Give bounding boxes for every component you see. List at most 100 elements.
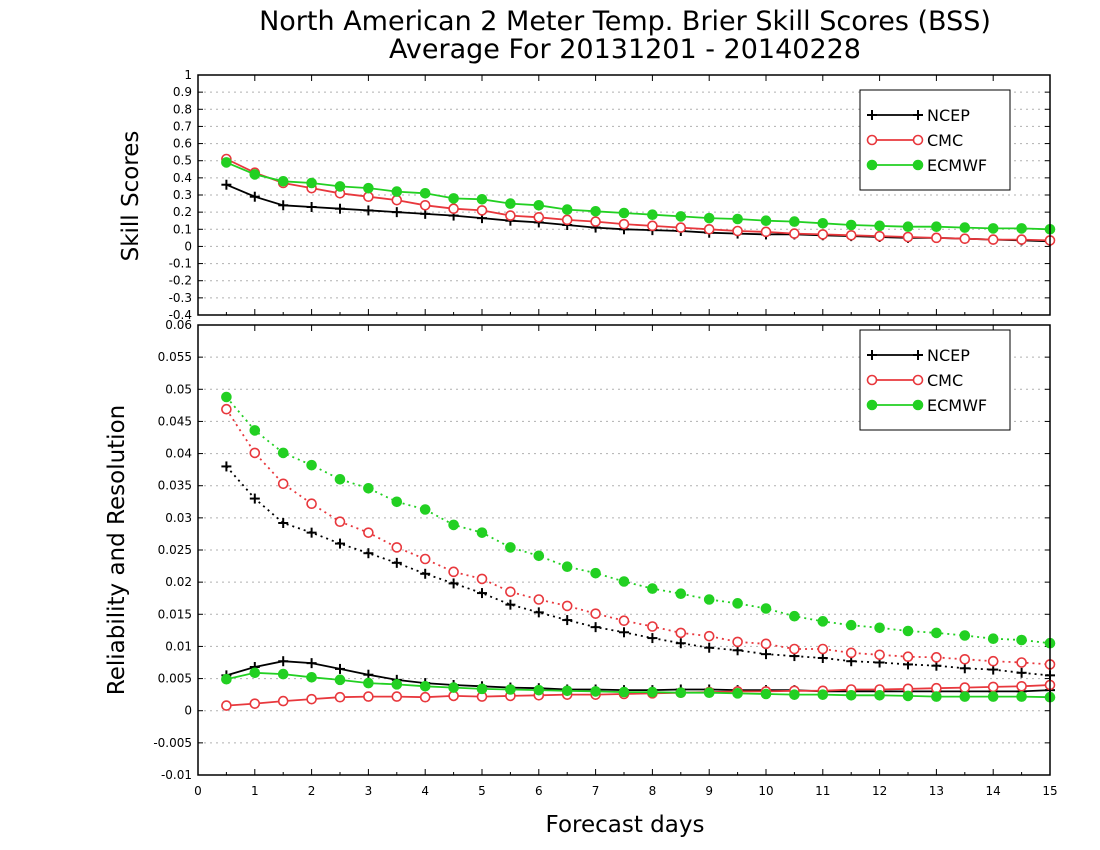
top-ytick-label: 0.2 [173,205,192,219]
bottom-point-cmc [732,636,743,648]
top-point-cmc [931,232,942,244]
bottom-point-cmc [590,608,601,619]
top-point-cmc [590,216,601,227]
chart-title-line-1: North American 2 Meter Temp. Brier Skill… [259,6,991,37]
bottom-legend: NCEP CMC ECMWF [859,329,1011,431]
top-ytick-label: 0.6 [173,137,192,151]
bottom-point-cmc [306,498,317,510]
bottom-point-ecmwf [817,616,829,627]
top-legend: NCEP CMC ECMWF [859,89,1011,191]
top-point-ecmwf [590,205,601,217]
top-point-ecmwf [789,216,800,227]
bottom-ytick-label: -0.01 [161,768,192,782]
bottom-point-ncep [562,615,573,626]
top-point-cmc [561,214,573,226]
bottom-point-ncep [306,527,317,538]
bottom-point-cmc [703,630,715,642]
top-point-cmc [675,222,687,233]
bottom-y-axis-label: Reliability and Resolution [104,405,130,695]
top-legend-marker-left [866,134,878,146]
bottom-point-ecmwf [902,690,914,702]
bottom-point-ecmwf [760,688,772,700]
top-point-cmc [703,223,715,235]
bottom-point-ncep [306,658,317,669]
top-legend-label-ncep: NCEP [927,106,970,125]
bottom-ytick-label: 0.01 [165,639,192,653]
bottom-point-ncep [448,578,459,589]
top-plot-frame [197,74,1051,316]
bottom-point-cmc [902,651,914,663]
top-point-ecmwf [561,204,573,215]
bottom-point-cmc [675,627,687,639]
top-point-cmc [874,230,885,242]
top-point-ncep [363,205,374,216]
bottom-ytick-label: 0.02 [165,575,192,589]
top-legend-marker-left [866,159,878,171]
top-point-ecmwf [845,219,857,231]
bottom-point-cmc [419,691,431,703]
top-point-ecmwf [476,193,488,205]
top-point-ecmwf [277,175,289,187]
top-point-ecmwf [902,221,914,233]
bottom-point-cmc [277,478,289,490]
x-tick-label: 1 [251,784,259,798]
chart-title-line-2: Average For 20131201 - 20140228 [389,34,861,65]
top-ytick-label: 0.1 [173,222,192,236]
bottom-point-ecmwf [419,680,431,692]
bottom-point-ncep [221,461,232,472]
bottom-point-ncep [249,493,260,504]
bottom-point-cmc [760,638,772,650]
bottom-point-cmc [533,594,545,605]
bottom-point-ncep [590,622,601,633]
bottom-point-ecmwf [931,627,942,639]
top-ytick-label: -0.2 [169,274,192,288]
top-point-ecmwf [533,199,545,211]
top-point-ncep [306,202,317,212]
bottom-legend-marker-left [866,399,878,411]
bottom-point-ecmwf [590,567,601,579]
bottom-point-ecmwf [277,447,289,459]
bottom-point-ecmwf [760,603,772,614]
top-point-ncep [335,203,345,214]
x-tick-label: 14 [986,784,1001,798]
top-legend-marker-right [913,110,923,120]
bottom-point-ecmwf [675,588,687,600]
bottom-point-ecmwf [987,691,999,702]
top-point-ncep [221,179,232,190]
top-point-cmc [789,228,800,239]
x-tick-label: 11 [815,784,830,798]
bottom-point-ecmwf [561,685,573,697]
bottom-point-cmc [561,600,573,612]
bottom-point-cmc [817,643,829,655]
bottom-point-ecmwf [505,684,516,695]
bottom-point-ecmwf [306,671,317,683]
top-legend-marker-left [867,110,877,120]
bottom-point-cmc [618,615,630,627]
bottom-point-ecmwf [902,625,914,637]
x-tick-label: 7 [592,784,600,798]
bottom-point-cmc [306,693,317,705]
bottom-ytick-label: 0.025 [158,543,192,557]
bottom-ytick-label: 0.045 [158,414,192,428]
x-tick-label: 9 [705,784,713,798]
top-point-ecmwf [334,181,346,192]
bottom-point-ncep [533,607,544,618]
x-tick-label: 8 [649,784,657,798]
top-point-ecmwf [618,207,630,219]
bottom-point-ecmwf [647,583,658,594]
bottom-point-ecmwf [561,561,573,573]
bottom-point-ncep [335,538,345,549]
bottom-point-ecmwf [590,686,601,697]
bottom-point-cmc [249,447,261,459]
bottom-ytick-label: 0.015 [158,607,192,621]
bottom-point-ncep [391,557,402,568]
bottom-legend-marker-left [867,350,877,360]
bottom-point-ecmwf [334,473,346,485]
bottom-point-ecmwf [732,598,743,609]
top-ytick-label: 0.9 [173,85,192,99]
bottom-point-cmc [647,621,658,632]
bottom-legend-label-ncep: NCEP [927,346,970,365]
bottom-point-cmc [874,649,885,661]
bottom-legend-marker-right [913,350,923,360]
bottom-point-ecmwf [221,673,232,685]
